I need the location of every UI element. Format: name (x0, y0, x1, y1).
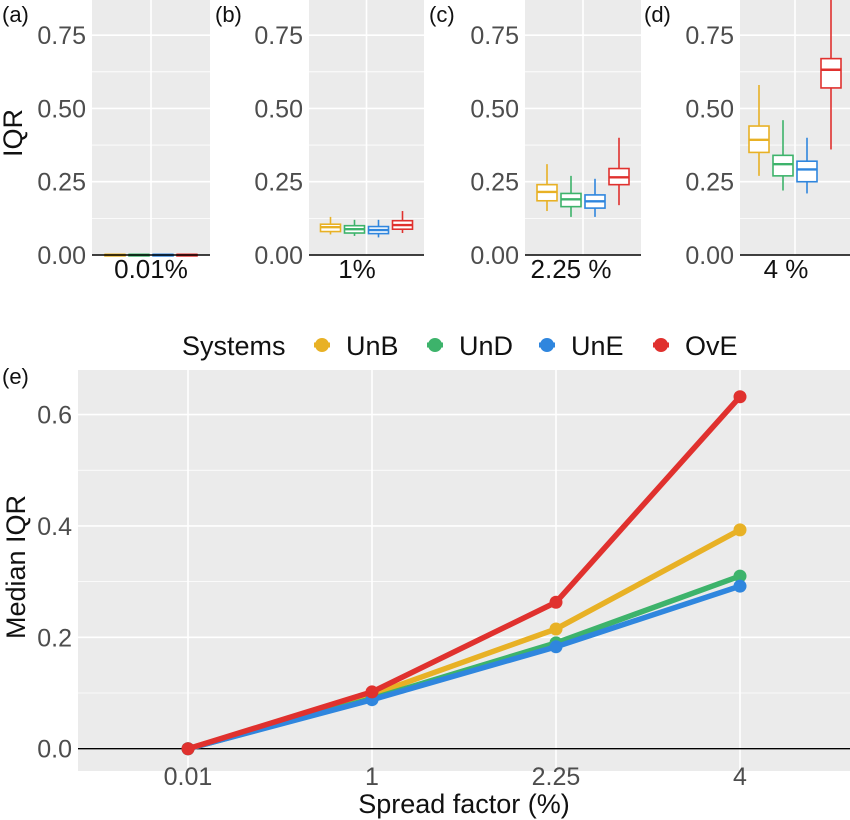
x-tick-label: 1 (365, 763, 379, 791)
panel-a: (a) IQR 0.01% 0.00 0.25 0.50 0.75 (0, 0, 210, 284)
y-tick-label: 0.00 (37, 242, 86, 270)
x-category-label-a: 0.01% (114, 254, 188, 284)
y-axis-title-top: IQR (0, 109, 28, 157)
panel-e: (e) Median IQR Spread factor (%) 0.01 1 2.… (1, 364, 850, 819)
box-UnB (319, 216, 342, 235)
y-tick-label: 0.2 (37, 624, 72, 652)
y-tick-label: 0.00 (685, 242, 734, 270)
legend-key-marker-OvE (654, 338, 668, 352)
x-axis-title-bottom: Spread factor (%) (358, 789, 570, 819)
legend: Systems UnB UnD UnE OvE (182, 331, 738, 361)
y-tick-label: 0.25 (685, 169, 734, 197)
legend-label-UnE: UnE (571, 331, 624, 361)
panel-label-b: (b) (215, 2, 242, 27)
data-point-OvE (365, 685, 379, 699)
y-tick-label: 0.25 (37, 169, 86, 197)
y-tick-label: 0.50 (470, 95, 519, 123)
y-axis-title-bottom: Median IQR (1, 495, 31, 639)
legend-label-OvE: OvE (685, 331, 738, 361)
box-UnB (536, 164, 558, 212)
legend-key-marker-UnD (428, 338, 442, 352)
x-category-label-d: 4 % (764, 254, 809, 284)
legend-key-marker-UnB (315, 338, 329, 352)
x-tick-label: 0.01 (164, 763, 213, 791)
data-point-OvE (549, 595, 563, 609)
y-tick-label: 0.25 (254, 169, 303, 197)
panel-b: (b) 1% 0.00 0.25 0.50 0.75 (215, 0, 424, 284)
y-tick-label: 0.75 (685, 22, 734, 50)
y-tick-label: 0.6 (37, 402, 72, 430)
data-point-UnE (549, 640, 563, 654)
y-tick-label: 0.75 (254, 22, 303, 50)
data-point-OvE (181, 742, 195, 756)
legend-key-marker-UnE (540, 338, 554, 352)
y-tick-label: 0.75 (470, 22, 519, 50)
panel-background (78, 370, 850, 771)
y-tick-label: 0.50 (685, 95, 734, 123)
x-category-label-b: 1% (338, 254, 376, 284)
box-OvE (391, 211, 414, 234)
legend-label-UnD: UnD (459, 331, 513, 361)
y-tick-label: 0.50 (254, 95, 303, 123)
data-point-UnE (733, 579, 747, 593)
x-category-label-c: 2.25 % (531, 254, 612, 284)
panel-label-a: (a) (2, 2, 29, 27)
box-UnB (748, 85, 770, 176)
panel-c: (c) 2.25 % 0.00 0.25 0.50 0.75 (429, 0, 641, 284)
data-point-UnB (733, 523, 747, 537)
y-tick-label: 0.25 (470, 169, 519, 197)
panel-label-e: (e) (2, 364, 29, 389)
x-tick-label: 4 (733, 763, 747, 791)
box-iqr (796, 160, 818, 183)
data-point-OvE (733, 390, 747, 404)
box-UnD (560, 175, 582, 217)
y-tick-label: 0.4 (37, 513, 72, 541)
box-iqr (820, 57, 842, 89)
box-UnD (343, 219, 366, 236)
series-line-OvE (187, 394, 743, 752)
box-UnE (367, 219, 390, 238)
box-UnE (796, 137, 818, 194)
legend-label-UnB: UnB (346, 331, 399, 361)
panel-d: (d) 4 % 0.00 0.25 0.50 0.75 (644, 0, 850, 284)
y-tick-label: 0.75 (37, 22, 86, 50)
box-UnD (772, 120, 794, 191)
x-tick-label: 2.25 (532, 763, 581, 791)
panel-label-d: (d) (644, 2, 671, 27)
y-tick-label: 0.50 (37, 95, 86, 123)
box-OvE (820, 0, 842, 150)
box-iqr (772, 154, 794, 177)
y-tick-label: 0.00 (470, 242, 519, 270)
box-OvE (608, 137, 630, 206)
y-tick-label: 0.00 (254, 242, 303, 270)
series-line-UnE (187, 583, 741, 752)
y-tick-label: 0.0 (37, 736, 72, 764)
box-UnE (584, 178, 606, 217)
legend-title: Systems (182, 331, 286, 361)
panel-label-c: (c) (429, 2, 455, 27)
data-point-UnB (549, 622, 563, 636)
data-point-UnD (733, 569, 747, 583)
